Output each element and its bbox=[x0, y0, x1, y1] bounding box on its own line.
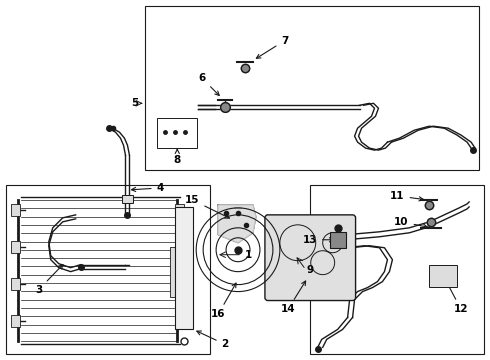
Bar bbox=[171, 247, 182, 297]
Bar bbox=[122, 195, 133, 203]
Bar bbox=[11, 204, 20, 216]
Text: 14: 14 bbox=[280, 281, 306, 315]
Text: 6: 6 bbox=[198, 73, 219, 95]
Text: 9: 9 bbox=[306, 265, 313, 275]
Polygon shape bbox=[218, 205, 256, 243]
Bar bbox=[175, 278, 184, 289]
Text: 5: 5 bbox=[131, 98, 138, 108]
Text: 4: 4 bbox=[131, 183, 164, 193]
Text: 12: 12 bbox=[445, 279, 468, 315]
Bar bbox=[11, 241, 20, 253]
Bar bbox=[330, 232, 345, 248]
Text: 15: 15 bbox=[185, 195, 229, 218]
Bar bbox=[157, 118, 197, 148]
Bar bbox=[146, 6, 479, 170]
FancyBboxPatch shape bbox=[265, 215, 356, 301]
Text: 10: 10 bbox=[394, 217, 427, 228]
Bar bbox=[11, 278, 20, 289]
Text: 8: 8 bbox=[173, 149, 181, 165]
Text: 13: 13 bbox=[302, 235, 334, 245]
Bar bbox=[175, 315, 184, 328]
Text: 3: 3 bbox=[35, 265, 63, 294]
Bar bbox=[175, 241, 184, 253]
Text: 16: 16 bbox=[211, 283, 236, 319]
Bar bbox=[11, 315, 20, 328]
Bar bbox=[175, 207, 193, 329]
Bar bbox=[175, 204, 184, 216]
Bar bbox=[6, 185, 210, 354]
Text: 2: 2 bbox=[197, 331, 229, 349]
Text: 1: 1 bbox=[245, 250, 251, 260]
Text: 11: 11 bbox=[390, 191, 423, 201]
Bar bbox=[429, 265, 457, 287]
Bar bbox=[310, 185, 484, 354]
Text: 7: 7 bbox=[256, 36, 289, 58]
